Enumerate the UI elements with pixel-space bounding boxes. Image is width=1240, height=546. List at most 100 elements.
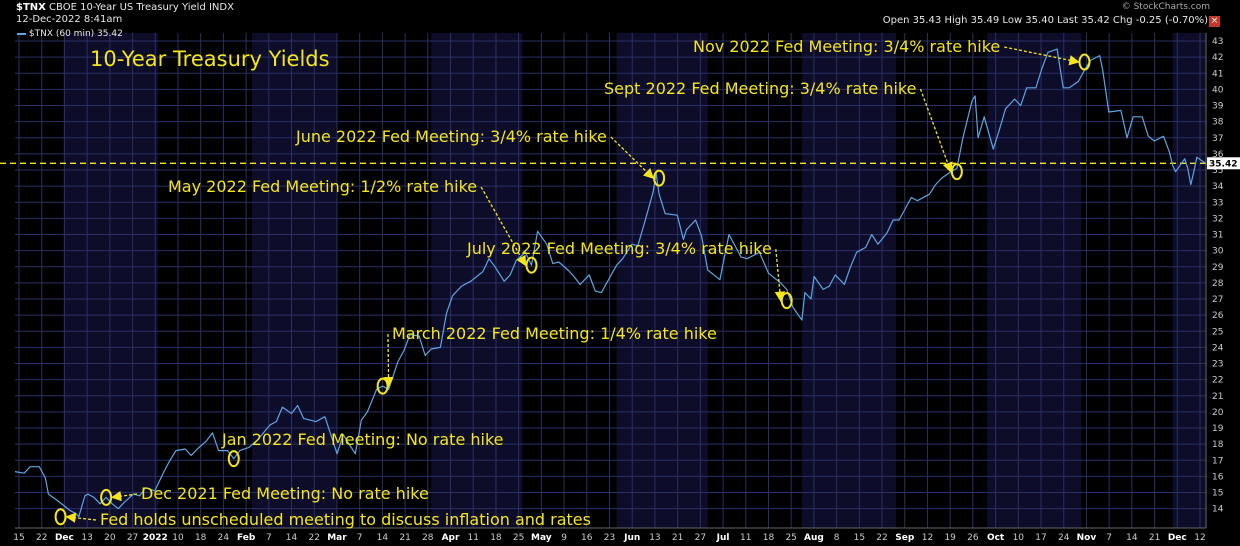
last-value-text: 35.42	[1209, 159, 1237, 169]
month-band	[987, 33, 1082, 528]
x-tick-label: 16	[581, 533, 593, 543]
x-tick-label: 12	[1194, 533, 1205, 543]
x-tick-label: 15	[854, 533, 865, 543]
x-tick-label: 13	[649, 533, 660, 543]
x-tick-label: 27	[695, 533, 706, 543]
x-tick-label: 18	[195, 533, 207, 543]
y-tick-label: 28	[1212, 279, 1224, 289]
x-tick-label: 21	[672, 533, 683, 543]
y-tick-label: 21	[1212, 392, 1223, 402]
x-tick-label: 26	[967, 533, 979, 543]
y-tick-label: 16	[1212, 472, 1224, 482]
x-tick-label: 24	[1058, 533, 1070, 543]
x-tick-label: 13	[81, 533, 92, 543]
last-value-box: 35.42	[1207, 157, 1240, 170]
y-tick-label: 25	[1212, 327, 1223, 337]
x-tick-label: Apr	[442, 533, 460, 543]
x-tick-label: Aug	[804, 533, 824, 543]
x-tick-label: 18	[763, 533, 775, 543]
y-tick-label: 19	[1212, 424, 1224, 434]
month-band	[431, 33, 523, 528]
series-legend: $TNX (60 min) 35.42	[17, 29, 123, 39]
x-tick-label: 10	[172, 533, 184, 543]
close-icon[interactable]: ×	[1209, 16, 1220, 27]
y-tick-label: 42	[1212, 53, 1223, 63]
annotation: March 2022 Fed Meeting: 1/4% rate hike	[376, 324, 717, 395]
last-value-badge	[1207, 157, 1240, 170]
annotation-label: Nov 2022 Fed Meeting: 3/4% rate hike	[693, 37, 1000, 56]
x-tick-label: 22	[876, 533, 887, 543]
annotation-marker	[525, 256, 538, 274]
y-tick-label: 36	[1212, 150, 1224, 160]
x-tick-label: 12	[922, 533, 933, 543]
x-tick-label: 23	[604, 533, 615, 543]
annotation-label: July 2022 Fed Meeting: 3/4% rate hike	[466, 239, 772, 258]
y-tick-label: 17	[1212, 456, 1223, 466]
chart-title: 10-Year Treasury Yields	[90, 47, 330, 71]
x-tick-label: 27	[127, 533, 138, 543]
annotation: Fed holds unscheduled meeting to discuss…	[54, 508, 591, 529]
x-tick-label: 14	[1126, 533, 1138, 543]
symbol-description: CBOE 10-Year US Treasury Yield INDX	[49, 2, 234, 13]
annotation: June 2022 Fed Meeting: 3/4% rate hike	[295, 127, 666, 187]
legend-label: $TNX (60 min) 35.42	[28, 29, 123, 39]
y-tick-label: 22	[1212, 376, 1223, 386]
x-tick-label: 28	[422, 533, 434, 543]
annotation-marker	[227, 450, 240, 468]
y-tick-label: 39	[1212, 102, 1224, 112]
grid-lines	[15, 33, 1207, 529]
series-line-tnx	[14, 48, 1207, 518]
annotation: Dec 2021 Fed Meeting: No rate hike	[100, 484, 429, 506]
x-tick-label: Jun	[623, 533, 640, 543]
y-tick-label: 40	[1212, 85, 1224, 95]
y-tick-label: 23	[1212, 360, 1223, 370]
annotation-label: March 2022 Fed Meeting: 1/4% rate hike	[392, 324, 717, 343]
x-tick-label: 17	[1035, 533, 1046, 543]
x-tick-label: Dec	[1168, 533, 1187, 543]
x-tick-label: May	[531, 533, 552, 543]
annotation-label: Dec 2021 Fed Meeting: No rate hike	[141, 484, 429, 503]
x-tick-label: 22	[36, 533, 47, 543]
x-tick-label: 14	[377, 533, 389, 543]
x-tick-label: 19	[944, 533, 956, 543]
y-tick-label: 31	[1212, 231, 1223, 241]
x-tick-label: 24	[218, 533, 230, 543]
annotations: Fed holds unscheduled meeting to discuss…	[54, 37, 1091, 529]
y-tick-label: 14	[1212, 505, 1224, 515]
annotation-label: June 2022 Fed Meeting: 3/4% rate hike	[295, 127, 607, 146]
annotation: Jan 2022 Fed Meeting: No rate hike	[221, 430, 504, 468]
x-tick-label: 11	[468, 533, 479, 543]
y-tick-label: 41	[1212, 69, 1223, 79]
x-tick-label: 2022	[143, 533, 168, 543]
x-tick-label: 11	[740, 533, 751, 543]
y-tick-label: 30	[1212, 247, 1224, 257]
annotation: Sept 2022 Fed Meeting: 3/4% rate hike	[604, 79, 963, 181]
y-tick-label: 29	[1212, 263, 1224, 273]
annotation-arrow	[1004, 46, 1080, 66]
y-tick-label: 18	[1212, 440, 1224, 450]
x-tick-label: 7	[357, 533, 363, 543]
chart-header-line1: $TNX CBOE 10-Year US Treasury Yield INDX	[16, 2, 234, 13]
x-tick-label: 7	[1106, 533, 1112, 543]
copyright: © StockCharts.com	[1121, 2, 1210, 12]
annotation-label: Sept 2022 Fed Meeting: 3/4% rate hike	[604, 79, 916, 98]
symbol: $TNX	[16, 2, 46, 13]
x-tick-label: 25	[513, 533, 524, 543]
x-tick-label: 7	[266, 533, 272, 543]
y-tick-label: 37	[1212, 134, 1223, 144]
annotation-arrow	[110, 490, 138, 502]
y-tick-label: 26	[1212, 311, 1224, 321]
x-tick-label: 14	[286, 533, 298, 543]
x-tick-label: 9	[561, 533, 567, 543]
annotation: May 2022 Fed Meeting: 1/2% rate hike	[168, 177, 538, 274]
x-tick-label: 10	[1013, 533, 1025, 543]
annotation: Nov 2022 Fed Meeting: 3/4% rate hike	[693, 37, 1091, 71]
month-band	[616, 33, 708, 528]
y-tick-label: 27	[1212, 295, 1223, 305]
annotation-arrow	[774, 248, 786, 302]
x-tick-label: 25	[785, 533, 796, 543]
annotation-label: Jan 2022 Fed Meeting: No rate hike	[221, 430, 504, 449]
x-axis-ticks: 15 22 Dec 13 20 27 2022 10 18 24 Feb 7 14 22 Mar 7 14 21 2…	[13, 533, 1205, 543]
legend-swatch	[17, 32, 26, 35]
